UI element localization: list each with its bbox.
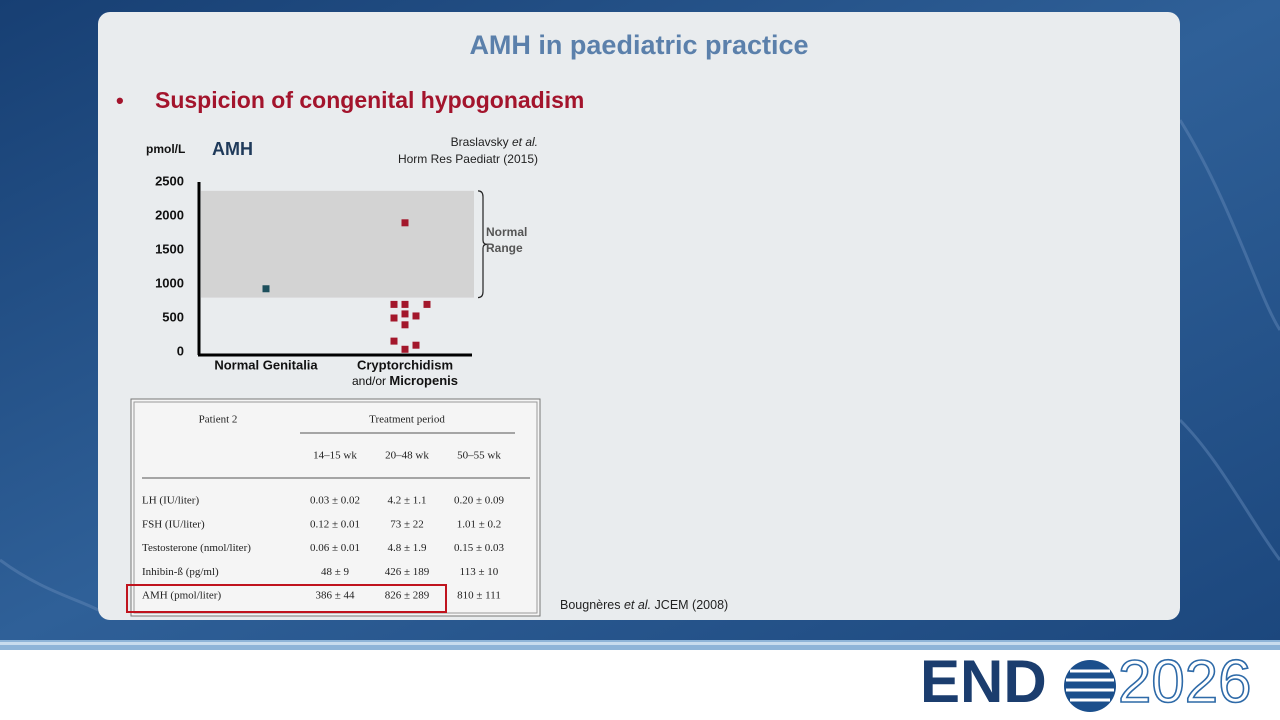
chart: 0 500 1000 1500 2000 2500 Normal Genitalia Cryp…	[155, 173, 488, 372]
highlight-box	[126, 584, 447, 613]
note-prefix: and/or	[352, 374, 386, 388]
table-cell: 1.01 ± 0.2	[457, 518, 502, 530]
logo-globe	[1064, 660, 1116, 712]
point	[390, 300, 398, 308]
table-cell: 113 ± 10	[460, 566, 499, 578]
normal-range	[201, 190, 474, 298]
citation-author: Braslavsky	[451, 135, 509, 149]
chart-title: AMH	[212, 139, 253, 159]
range-label: Normal Range	[486, 225, 528, 255]
logo-text: END	[920, 648, 1047, 715]
column-header: 20–48 wk	[385, 450, 429, 462]
point	[401, 310, 409, 318]
slide-title: AMH in paediatric practice	[469, 30, 808, 60]
table-citation: Bougnères et al. JCEM (2008)	[560, 598, 728, 612]
x-tick-label: Normal Genitalia	[214, 357, 318, 372]
note-bold: Micropenis	[389, 373, 458, 388]
table-cell: 48 ± 9	[321, 566, 350, 578]
point	[412, 341, 420, 349]
y-tick-label: 2000	[155, 207, 184, 222]
row-label: AMH (pmol/liter)	[142, 590, 221, 602]
table-cell: 4.8 ± 1.9	[387, 542, 427, 554]
citation-etal: et al.	[624, 598, 651, 612]
table-cell: 386 ± 44	[315, 590, 355, 602]
table-cell: 426 ± 189	[385, 566, 430, 578]
y-tick-label: 1000	[155, 275, 184, 290]
y-tick-label: 0	[177, 343, 184, 358]
unit-label: pmol/L	[146, 142, 185, 156]
bullet: •	[116, 88, 124, 113]
table-cell: 0.12 ± 0.01	[310, 518, 360, 530]
table-cell: 0.15 ± 0.03	[454, 542, 505, 554]
table-cell: 73 ± 22	[390, 518, 424, 530]
point	[423, 300, 431, 308]
point	[412, 312, 420, 320]
table-frame	[130, 398, 541, 617]
row-label: Inhibin-ß (pg/ml)	[142, 566, 219, 578]
point	[401, 345, 409, 353]
row-label: FSH (IU/liter)	[142, 518, 205, 530]
logo-year: 2026	[1118, 648, 1251, 715]
point	[390, 314, 398, 322]
table-cell: 4.2 ± 1.1	[387, 495, 426, 507]
point	[401, 321, 409, 329]
logo: END 2026	[920, 647, 1252, 716]
column-header: 14–15 wk	[313, 450, 357, 462]
texture	[0, 119, 1280, 612]
point	[401, 219, 409, 227]
point	[401, 300, 409, 308]
citation-etal: et al.	[512, 135, 538, 149]
y-tick-label: 2500	[155, 173, 184, 188]
point	[390, 337, 398, 345]
table: Patient 2 Treatment period 14–15 wk 20–48…	[126, 398, 541, 617]
row-label: Testosterone (nmol/liter)	[142, 542, 251, 554]
citation-author: Bougnères	[560, 598, 620, 612]
table-cell: 810 ± 111	[457, 590, 501, 602]
table-header: Treatment period	[369, 414, 445, 426]
row-label: LH (IU/liter)	[142, 495, 199, 507]
table-header: Patient 2	[199, 414, 238, 426]
citation-journal: Horm Res Paediatr (2015)	[398, 152, 538, 166]
column-header: 50–55 wk	[457, 450, 501, 462]
footer-line	[0, 642, 1280, 645]
table-cell: 826 ± 289	[385, 590, 430, 602]
y-tick-label: 1500	[155, 241, 184, 256]
table-cell: 0.03 ± 0.02	[310, 495, 360, 507]
y-tick-label: 500	[162, 309, 184, 324]
category-note: and/or Micropenis	[352, 373, 458, 388]
point	[262, 285, 270, 293]
range-bracket	[477, 190, 488, 299]
x-tick-label: Cryptorchidism	[357, 357, 453, 372]
heading: Suspicion of congenital hypogonadism	[155, 87, 584, 113]
table-cell: 0.06 ± 0.01	[310, 542, 360, 554]
citation-journal: JCEM (2008)	[655, 598, 729, 612]
logo-globe-stripes	[1066, 669, 1114, 702]
citation: Braslavsky et al.	[451, 135, 538, 149]
table-cell: 0.20 ± 0.09	[454, 495, 505, 507]
